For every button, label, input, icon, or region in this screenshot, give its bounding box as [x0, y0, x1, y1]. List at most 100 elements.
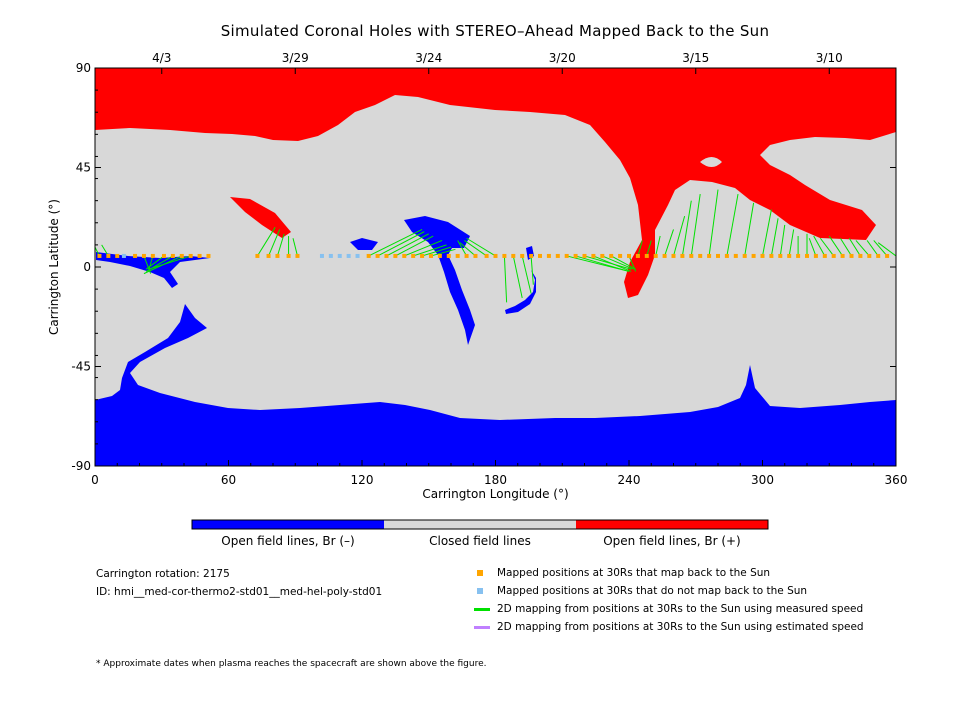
mapped-position-marker	[502, 253, 507, 258]
measured-mapping-line	[256, 226, 276, 257]
legend-label-measured: 2D mapping from positions at 30Rs to the…	[497, 603, 864, 615]
mapped-position-marker	[437, 253, 442, 258]
legend-item-unmapped: Mapped positions at 30Rs that do not map…	[474, 584, 807, 598]
mapped-position-marker	[484, 253, 489, 258]
colorbar-label-closed: Closed field lines	[429, 534, 531, 548]
measured-mapping-line	[575, 255, 630, 272]
unmapped-position-marker	[328, 253, 333, 258]
mapping-lines	[94, 189, 897, 303]
measured-mapping-line	[788, 229, 795, 257]
mapped-position-marker	[644, 253, 649, 258]
measured-mapping-line	[628, 255, 637, 272]
measured-mapping-line	[530, 255, 534, 285]
measured-mapping-line	[464, 240, 487, 257]
measured-mapping-line	[610, 255, 636, 270]
mapped-position-marker	[680, 253, 685, 258]
equatorial-negative-hole-b	[350, 238, 378, 250]
colorbar-label-negative: Open field lines, Br (–)	[221, 534, 354, 548]
x-axis-label: Carrington Longitude (°)	[422, 487, 568, 501]
mapped-position-marker	[255, 253, 260, 258]
measured-mapping-line	[145, 255, 165, 270]
legend-item-mapped: Mapped positions at 30Rs that map back t…	[474, 566, 770, 580]
mapped-position-marker	[150, 253, 155, 258]
measured-mapping-line	[521, 255, 532, 294]
colorbar-negative	[192, 520, 384, 529]
date-tick-label: 3/24	[415, 51, 442, 65]
north-hole-notch	[700, 157, 722, 167]
equatorial-negative-hole-c	[96, 252, 210, 288]
mapped-position-marker	[266, 253, 271, 258]
mapped-position-marker	[520, 253, 525, 258]
colorbar: Open field lines, Br (–) Closed field li…	[191, 519, 769, 548]
measured-mapping-line	[292, 238, 298, 257]
legend-label-unmapped: Mapped positions at 30Rs that do not map…	[497, 585, 808, 597]
measured-mapping-line	[584, 255, 632, 270]
mapped-position-marker	[97, 253, 102, 258]
mapped-position-marker	[555, 253, 560, 258]
mapped-position-marker	[778, 253, 783, 258]
mapped-position-marker	[393, 253, 398, 258]
measured-mapping-line	[593, 255, 632, 272]
mapped-position-marker	[805, 253, 809, 258]
mapped-position-marker	[885, 253, 890, 258]
mid-positive-hole	[230, 197, 291, 238]
mapped-position-marker	[627, 253, 631, 258]
x-tick-label: 300	[751, 473, 774, 487]
measured-mapping-line	[828, 235, 844, 257]
measured-mapping-line	[459, 242, 476, 257]
measured-mapping-line	[268, 229, 281, 257]
x-tick-label: 0	[91, 473, 99, 487]
equatorial-negative-hole-d	[505, 270, 536, 314]
mapped-position-marker	[609, 253, 614, 258]
mapped-position-marker	[473, 253, 478, 258]
x-tick-label: 240	[618, 473, 641, 487]
mapped-position-marker	[769, 253, 774, 258]
mapped-position-marker	[106, 253, 111, 258]
measured-mapping-line	[762, 209, 772, 257]
date-tick-label: 3/15	[682, 51, 709, 65]
x-tick-label: 60	[221, 473, 236, 487]
measured-mapping-line	[602, 255, 634, 270]
mapped-position-marker	[384, 253, 389, 258]
model-id-label: ID: hmi__med-cor-thermo2-std01__med-hel-…	[96, 586, 382, 598]
measured-mapping-line	[770, 218, 779, 257]
mapped-position-marker	[662, 253, 667, 258]
mapped-position-marker	[115, 253, 120, 258]
measured-mapping-line	[377, 231, 425, 257]
mapped-position-marker	[698, 253, 703, 258]
measured-mapping-line	[848, 237, 861, 257]
mapped-position-marker	[591, 253, 596, 258]
green-line-icon	[474, 607, 490, 611]
mapped-position-marker	[876, 253, 881, 258]
axes: 0 60 120 180 240 300 360 90 45 0 -45 -90 4/3 3/29 3/24…	[47, 51, 907, 501]
mapped-position-marker	[689, 253, 694, 258]
mapped-position-marker	[538, 253, 542, 258]
measured-mapping-line	[808, 238, 817, 257]
y-tick-label: 45	[76, 161, 91, 175]
mapped-position-marker	[428, 253, 433, 258]
measured-mapping-line	[744, 202, 755, 257]
y-tick-label: 0	[83, 260, 91, 274]
mapped-position-marker	[858, 253, 863, 258]
measured-mapping-line	[866, 240, 879, 257]
colorbar-positive	[576, 520, 768, 529]
mapped-position-marker	[275, 253, 280, 258]
mapped-position-marker	[671, 253, 676, 258]
measured-mapping-line	[457, 240, 468, 257]
mapped-position-marker	[411, 253, 416, 258]
mapped-position-marker	[420, 253, 425, 258]
light-blue-square-icon	[477, 588, 483, 594]
measured-mapping-line	[512, 255, 523, 299]
legend-label-mapped: Mapped positions at 30Rs that map back t…	[497, 567, 771, 579]
mapped-position-marker	[867, 253, 872, 258]
mapped-position-marker	[733, 253, 738, 258]
south-negative-hole	[95, 304, 896, 466]
mapped-position-marker	[464, 253, 469, 258]
orange-square-icon	[477, 570, 483, 576]
mapped-position-marker	[455, 253, 460, 258]
date-tick-label: 3/29	[282, 51, 309, 65]
y-axis-label: Carrington Latitude (°)	[47, 199, 61, 335]
mapped-position-marker	[197, 253, 202, 258]
mapped-position-marker	[831, 253, 836, 258]
